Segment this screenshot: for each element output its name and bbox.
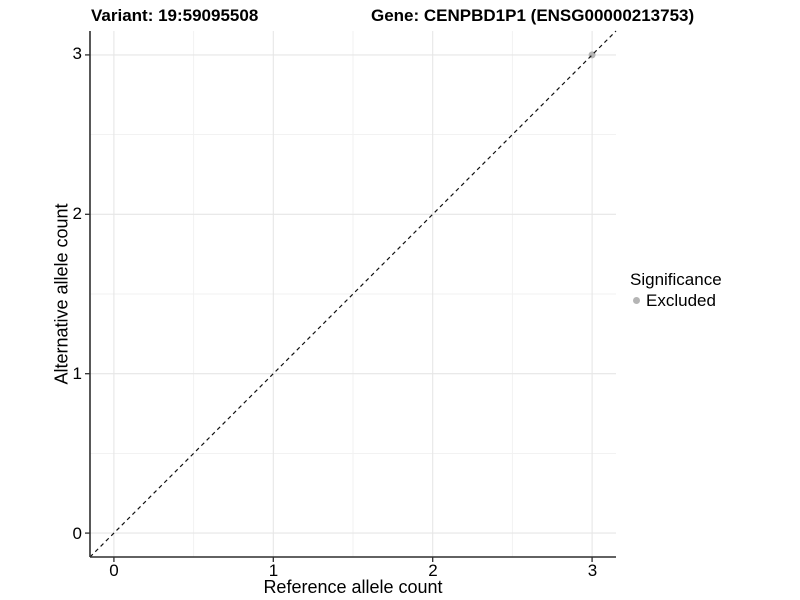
legend: Significance Excluded [630,270,722,310]
legend-title: Significance [630,270,722,289]
chart-canvas [85,30,617,562]
y-tick-label-0: 0 [72,523,82,543]
legend-item-label: Excluded [646,291,716,310]
plot-panel [85,30,617,562]
x-tick-label-1: 1 [268,561,279,580]
y-tick-label-2: 2 [72,203,82,223]
plot-title-gene: Gene: CENPBD1P1 (ENSG00000213753) [371,6,695,25]
x-tick-label-0: 0 [109,561,119,580]
reference-diagonal-line [89,30,617,558]
y-tick-label-1: 1 [72,363,82,383]
x-axis-title: Reference allele count [263,577,443,597]
legend-item-excluded: Excluded [630,291,722,310]
y-tick-label-3: 3 [72,44,82,63]
legend-point-icon [633,297,640,304]
y-axis-title: Alternative allele count [51,203,72,385]
x-tick-label-3: 3 [587,561,598,580]
plot-title-variant: Variant: 19:59095508 [91,6,259,25]
x-tick-label-2: 2 [428,561,438,580]
